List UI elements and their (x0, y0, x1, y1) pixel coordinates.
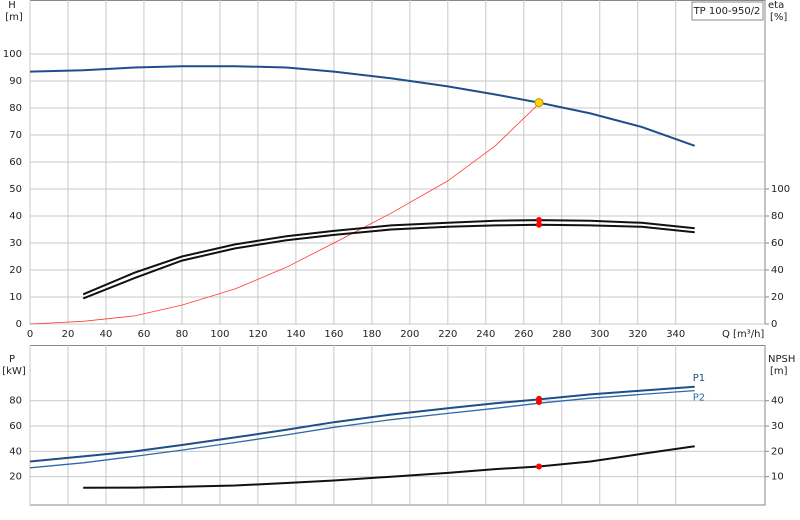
y-tick-label: 60 (9, 157, 22, 168)
duty-point (534, 98, 544, 108)
x-tick-label: 40 (100, 329, 113, 340)
y-tick-label: 80 (9, 396, 22, 407)
series-label: P1 (693, 373, 705, 384)
y-unit: [kW] (2, 366, 26, 377)
y2-tick-label: 40 (771, 265, 784, 276)
x-tick-label: 280 (552, 329, 571, 340)
y2-tick-label: 0 (771, 319, 777, 330)
y-tick-label: 90 (9, 76, 22, 87)
y-tick-label: 40 (9, 446, 22, 457)
y2-unit: [m] (770, 366, 788, 377)
y-tick-label: 100 (3, 49, 22, 60)
y-tick-label: 20 (9, 265, 22, 276)
x-tick-label: 0 (27, 329, 33, 340)
x-tick-label: 80 (176, 329, 189, 340)
x-tick-label: 340 (666, 329, 685, 340)
y-label: P (9, 354, 15, 365)
y2-label: NPSH (768, 354, 795, 365)
x-tick-label: 100 (210, 329, 229, 340)
y2-tick-label: 60 (771, 238, 784, 249)
y-tick-label: 70 (9, 130, 22, 141)
duty-point (535, 221, 542, 228)
y2-tick-label: 100 (771, 184, 790, 195)
x-tick-label: 300 (590, 329, 609, 340)
y-label: H (8, 0, 16, 11)
curve (82, 223, 695, 300)
y-tick-label: 50 (9, 184, 22, 195)
y-tick-label: 20 (9, 472, 22, 483)
x-tick-label: 140 (286, 329, 305, 340)
x-tick-label: 220 (438, 329, 457, 340)
x-tick-label: 20 (62, 329, 75, 340)
y2-tick-label: 10 (771, 472, 784, 483)
x-tick-label: 120 (248, 329, 267, 340)
curve (29, 389, 695, 469)
y2-tick-label: 80 (771, 211, 784, 222)
y-tick-label: 60 (9, 421, 22, 432)
duty-point (535, 217, 542, 224)
duty-point (535, 398, 542, 405)
y2-tick-label: 40 (771, 396, 784, 407)
x-label: Q [m³/h] (722, 329, 764, 340)
duty-point (535, 463, 542, 470)
y2-label: eta (768, 0, 784, 11)
x-tick-label: 260 (514, 329, 533, 340)
title-box (691, 1, 764, 21)
y2-tick-label: 30 (771, 421, 784, 432)
y-tick-label: 30 (9, 238, 22, 249)
curve (29, 99, 544, 325)
curve (29, 65, 696, 147)
y2-tick-label: 20 (771, 292, 784, 303)
curve (83, 445, 695, 489)
y-tick-label: 80 (9, 103, 22, 114)
x-tick-label: 160 (324, 329, 343, 340)
plot-frame (29, 345, 766, 506)
x-tick-label: 240 (476, 329, 495, 340)
series-label: P2 (693, 393, 705, 404)
x-tick-label: 320 (628, 329, 647, 340)
y2-tick-label: 20 (771, 446, 784, 457)
y-unit: [m] (5, 12, 23, 23)
x-tick-label: 200 (400, 329, 419, 340)
x-tick-label: 60 (138, 329, 151, 340)
chart-title: TP 100-950/2 (693, 6, 761, 17)
y-tick-label: 40 (9, 211, 22, 222)
y2-unit: [%] (770, 12, 787, 23)
curve (29, 385, 695, 463)
y-tick-label: 10 (9, 292, 22, 303)
y-tick-label: 0 (16, 319, 22, 330)
curve (82, 219, 695, 296)
x-tick-label: 180 (362, 329, 381, 340)
